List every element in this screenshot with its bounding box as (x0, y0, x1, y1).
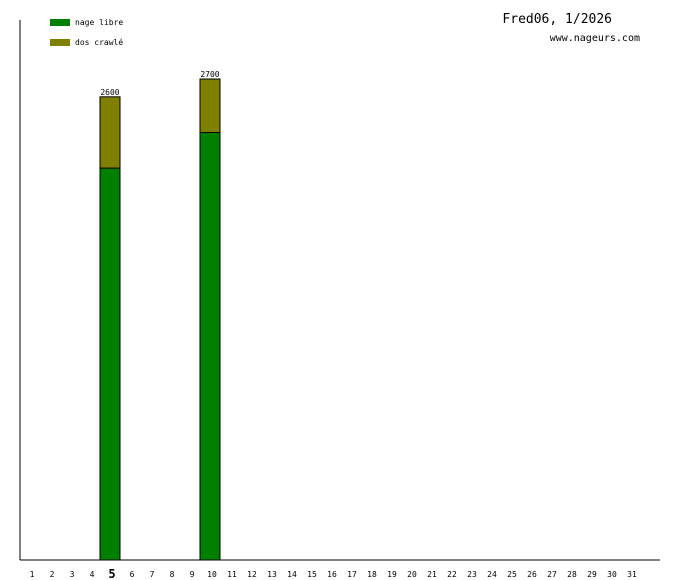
x-tick-label: 8 (170, 570, 175, 579)
x-tick-label: 18 (367, 570, 377, 579)
x-tick-label: 20 (407, 570, 417, 579)
x-tick-label: 7 (150, 570, 155, 579)
legend-label: nage libre (75, 18, 123, 27)
chart-title: Fred06, 1/2026 (502, 12, 612, 27)
x-tick-label: 28 (567, 570, 577, 579)
total-label: 2600 (100, 88, 119, 97)
x-tick-label: 9 (190, 570, 195, 579)
x-tick-label: 17 (347, 570, 357, 579)
x-tick-label: 30 (607, 570, 617, 579)
x-tick-label: 15 (307, 570, 317, 579)
x-tick-label: 25 (507, 570, 517, 579)
legend-label: dos crawlé (75, 37, 123, 47)
x-tick-label: 26 (527, 570, 537, 579)
bar-segment (99, 96, 121, 169)
x-tick-label: 11 (227, 570, 237, 579)
total-label: 2700 (200, 70, 219, 79)
x-tick-label: 6 (130, 570, 135, 579)
x-tick-label: 10 (207, 570, 217, 579)
legend-swatch (50, 19, 70, 26)
x-tick-label: 4 (90, 570, 95, 579)
legend-swatch (50, 39, 70, 46)
x-tick-label: 5 (108, 567, 115, 580)
bar-segment (199, 131, 221, 561)
x-tick-label: 13 (267, 570, 277, 579)
chart-subtitle: www.nageurs.com (550, 33, 640, 44)
x-tick-label: 24 (487, 570, 497, 579)
x-tick-label: 22 (447, 570, 457, 579)
x-tick-label: 14 (287, 570, 297, 579)
bar-segment (99, 167, 121, 561)
x-tick-label: 23 (467, 570, 477, 579)
x-tick-label: 19 (387, 570, 397, 579)
x-tick-label: 29 (587, 570, 597, 579)
x-tick-label: 16 (327, 570, 337, 579)
x-tick-label: 12 (247, 570, 257, 579)
x-tick-label: 3 (70, 570, 75, 579)
x-tick-label: 2 (50, 570, 55, 579)
x-tick-label: 1 (30, 570, 35, 579)
x-tick-label: 21 (427, 570, 437, 579)
x-tick-label: 31 (627, 570, 637, 579)
bar-segment (199, 78, 221, 133)
x-tick-label: 27 (547, 570, 557, 579)
